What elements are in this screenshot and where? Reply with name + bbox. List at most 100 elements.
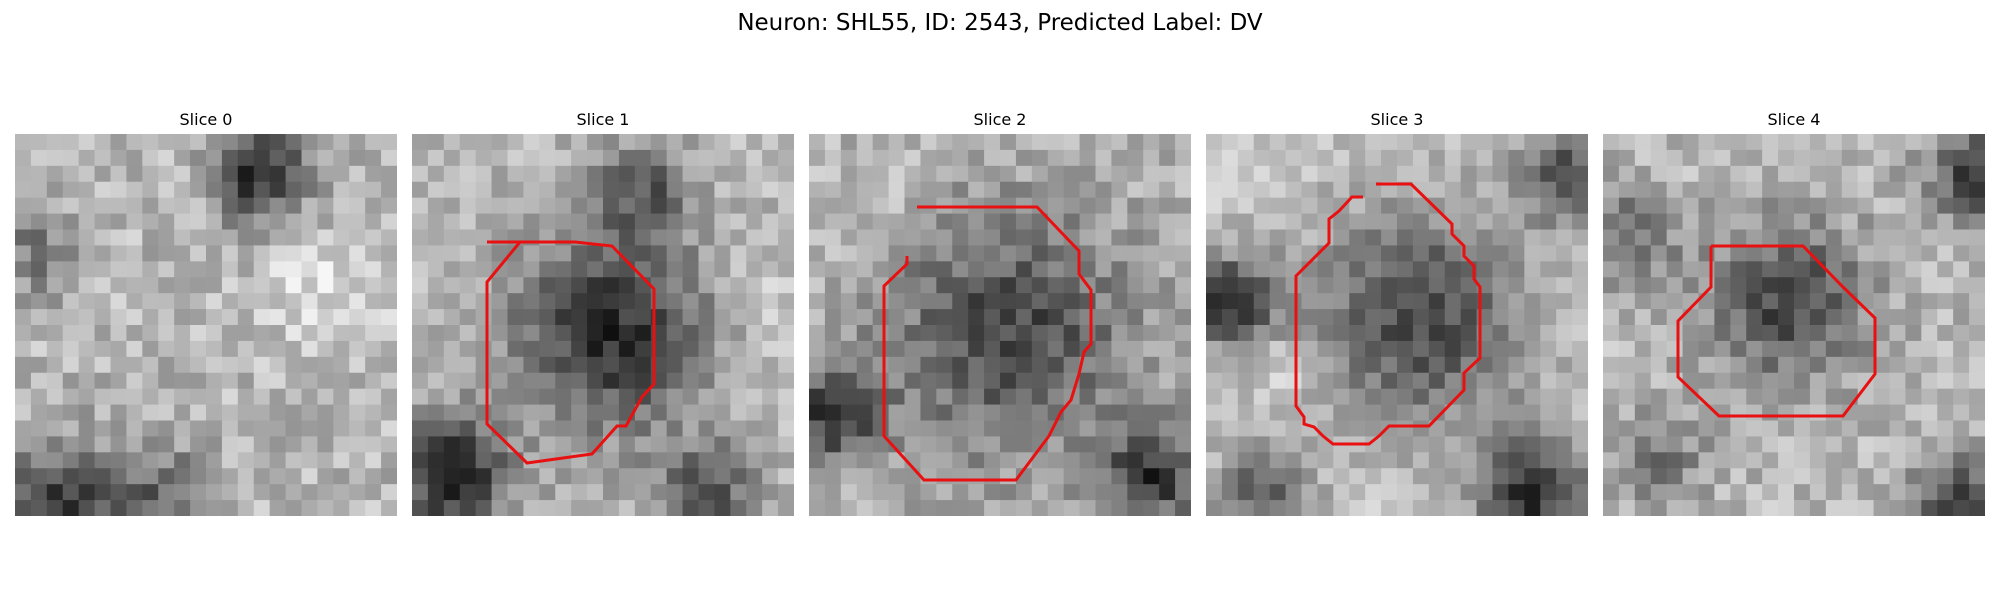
pixel xyxy=(1349,420,1366,438)
pixel xyxy=(1953,468,1970,485)
pixel xyxy=(1047,372,1065,390)
pixel xyxy=(1905,404,1922,422)
pixel xyxy=(1873,340,1891,358)
pixel xyxy=(1460,436,1478,453)
pixel xyxy=(443,340,461,358)
pixel xyxy=(491,388,509,406)
pixel xyxy=(571,500,588,516)
pixel xyxy=(1762,165,1779,183)
pixel xyxy=(1095,181,1113,199)
pixel xyxy=(1301,388,1319,406)
pixel xyxy=(349,452,366,469)
pixel xyxy=(94,356,112,374)
pixel xyxy=(603,484,620,501)
pixel xyxy=(1143,197,1160,215)
pixel xyxy=(1682,436,1700,453)
pixel xyxy=(1714,452,1731,469)
pixel xyxy=(698,356,716,374)
pixel xyxy=(1492,309,1510,326)
pixel xyxy=(1556,181,1573,199)
pixel xyxy=(984,388,1001,406)
pixel xyxy=(237,484,255,501)
pixel xyxy=(301,134,319,151)
pixel xyxy=(475,372,493,390)
pixel xyxy=(1015,404,1033,422)
pixel xyxy=(523,245,540,262)
pixel xyxy=(1047,213,1065,231)
pixel xyxy=(920,436,937,453)
pixel xyxy=(746,484,763,501)
pixel xyxy=(1873,309,1891,326)
pixel xyxy=(30,165,48,183)
pixel xyxy=(1492,452,1510,469)
pixel xyxy=(1873,293,1891,310)
pixel xyxy=(1905,484,1922,501)
pixel xyxy=(365,149,382,167)
pixel xyxy=(1381,134,1398,151)
pixel xyxy=(1159,309,1176,326)
pixel xyxy=(1111,229,1128,247)
pixel xyxy=(952,165,969,183)
pixel xyxy=(491,452,509,469)
pixel xyxy=(1301,325,1319,342)
pixel xyxy=(1905,325,1922,342)
pixel xyxy=(1873,197,1891,215)
pixel xyxy=(1349,484,1366,501)
pixel xyxy=(634,197,652,215)
pixel xyxy=(1492,468,1510,485)
pixel xyxy=(539,436,556,453)
pixel xyxy=(190,484,207,501)
pixel xyxy=(872,134,890,151)
pixel xyxy=(856,181,874,199)
pixel xyxy=(1333,356,1350,374)
pixel xyxy=(682,452,700,469)
pixel xyxy=(46,468,64,485)
pixel xyxy=(539,134,556,151)
pixel xyxy=(1618,340,1636,358)
pixel xyxy=(1634,388,1652,406)
pixel xyxy=(1618,277,1636,294)
pixel xyxy=(555,277,572,294)
pixel xyxy=(1556,245,1573,262)
pixel xyxy=(1603,500,1620,516)
pixel xyxy=(285,197,303,215)
pixel xyxy=(381,293,397,310)
pixel xyxy=(714,149,731,167)
pixel xyxy=(730,261,747,278)
pixel xyxy=(840,277,858,294)
pixel xyxy=(269,134,287,151)
pixel xyxy=(1397,261,1414,278)
pixel xyxy=(984,500,1001,516)
pixel xyxy=(1634,325,1652,342)
pixel xyxy=(1603,134,1620,151)
pixel xyxy=(475,213,493,231)
pixel xyxy=(1444,293,1462,310)
pixel xyxy=(1540,181,1557,199)
pixel xyxy=(94,340,112,358)
pixel xyxy=(856,484,874,501)
pixel xyxy=(1460,420,1478,438)
pixel xyxy=(459,165,477,183)
pixel xyxy=(698,340,716,358)
pixel xyxy=(856,213,874,231)
pixel xyxy=(936,420,953,438)
pixel xyxy=(1953,229,1970,247)
pixel xyxy=(1221,388,1239,406)
pixel xyxy=(888,149,906,167)
pixel xyxy=(968,325,985,342)
pixel xyxy=(142,309,159,326)
pixel xyxy=(587,197,604,215)
pixel xyxy=(46,356,64,374)
pixel xyxy=(809,468,826,485)
pixel xyxy=(1603,404,1620,422)
pixel xyxy=(1809,436,1827,453)
pixel xyxy=(1634,340,1652,358)
pixel xyxy=(1237,277,1255,294)
pixel xyxy=(142,388,159,406)
pixel xyxy=(1953,420,1970,438)
pixel xyxy=(221,340,239,358)
pixel xyxy=(1000,181,1017,199)
pixel xyxy=(412,340,429,358)
pixel xyxy=(968,452,985,469)
pixel xyxy=(1143,325,1160,342)
